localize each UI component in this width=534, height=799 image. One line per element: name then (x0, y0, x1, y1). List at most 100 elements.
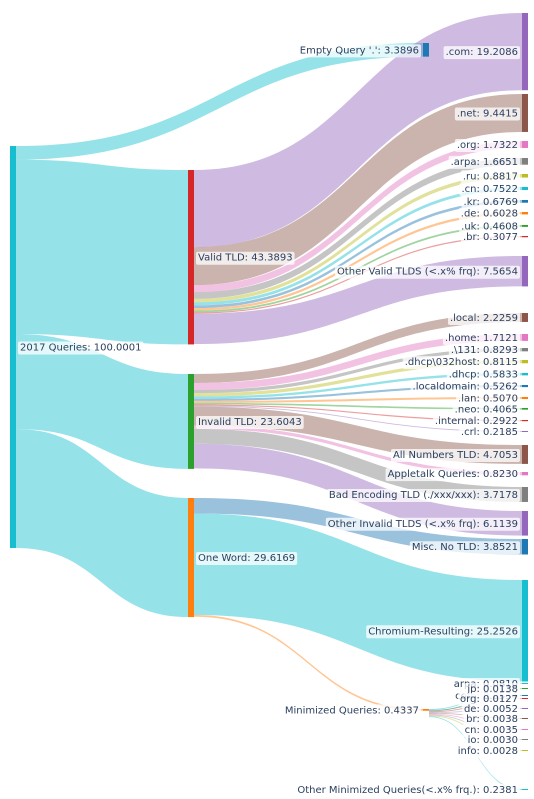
link-invalid-to-local[interactable] (194, 313, 522, 383)
node-invalid[interactable] (188, 374, 194, 469)
node-uk[interactable] (522, 225, 528, 227)
node-label-text-m_other: Other Minimized Queries(<.x% frq.): 0.23… (297, 785, 518, 796)
node-m_info[interactable] (522, 750, 528, 751)
node-empty[interactable] (423, 43, 429, 57)
link-valid-to-de[interactable] (194, 212, 522, 311)
link-invalid-to-localdomain[interactable] (194, 385, 522, 401)
node-label-text-org: .org: 1.7322 (457, 140, 518, 151)
node-arpa[interactable] (522, 158, 528, 165)
node-label-lan: .lan: 0.5070 (456, 392, 520, 406)
node-appletalk[interactable] (522, 472, 528, 476)
node-label-m_jp: jp: 0.0138 (464, 683, 520, 696)
node-label-uk: .uk: 0.4608 (459, 220, 520, 234)
link-invalid-to-lan[interactable] (194, 397, 522, 403)
link-valid-to-cn[interactable] (194, 187, 522, 306)
node-label-text-internal: .internal: 0.2922 (435, 416, 518, 427)
node-com[interactable] (522, 13, 528, 91)
node-label-text-oneword: One Word: 29.6169 (198, 553, 295, 564)
node-neo[interactable] (522, 408, 528, 410)
link-invalid-to-neo[interactable] (194, 402, 522, 410)
link-oneword-to-minimized[interactable] (194, 615, 423, 711)
node-label-root: 2017 Queries: 100.0001 (18, 341, 144, 355)
link-valid-to-net[interactable] (194, 94, 522, 286)
node-label-appletalk: Appletalk Queries: 0.8230 (385, 468, 520, 482)
node-dhcp[interactable] (522, 373, 528, 376)
link-invalid-to-dhcp032[interactable] (194, 360, 522, 397)
link-root-to-invalid[interactable] (16, 334, 188, 469)
node-label-invalid: Invalid TLD: 23.6043 (196, 415, 304, 429)
node-label-localdomain: .localdomain: 0.5262 (410, 380, 520, 394)
node-internal[interactable] (522, 420, 528, 422)
link-invalid-to-badenc[interactable] (194, 428, 522, 502)
link-valid-to-arpa[interactable] (194, 158, 522, 299)
node-local[interactable] (522, 313, 528, 322)
node-localdomain[interactable] (522, 385, 528, 388)
node-allnum[interactable] (522, 445, 528, 464)
node-dhcp032[interactable] (522, 360, 528, 364)
link-root-to-oneword[interactable] (16, 428, 188, 618)
node-label-othervalid: Other Valid TLDS (<.x% frq): 7.5654 (334, 265, 520, 279)
node-label-text-allnum: All Numbers TLD: 4.7053 (393, 450, 518, 461)
node-home[interactable] (522, 334, 528, 341)
node-label-m_info: info: 0.0028 (455, 745, 520, 758)
node-label-text-de: .de: 0.6028 (461, 209, 518, 220)
node-label-kr: .kr: 0.6769 (461, 195, 520, 209)
node-label-text-local: .local: 2.2259 (450, 313, 518, 324)
node-otherinvalid[interactable] (522, 511, 528, 536)
node-label-text-chromium: Chromium-Resulting: 25.2526 (368, 626, 518, 637)
link-valid-to-ru[interactable] (194, 174, 522, 303)
node-label-text-x131: .\131: 0.8293 (451, 345, 518, 356)
node-valid[interactable] (188, 170, 194, 345)
node-m_de[interactable] (522, 708, 528, 709)
node-m_cn[interactable] (522, 729, 528, 730)
node-root[interactable] (10, 146, 16, 548)
link-invalid-to-x131[interactable] (194, 348, 522, 394)
node-lan[interactable] (522, 397, 528, 400)
node-oneword[interactable] (188, 498, 194, 618)
sankey-links (16, 13, 522, 790)
node-label-text-cn: .cn: 0.7522 (461, 184, 518, 195)
link-valid-to-com[interactable] (194, 13, 522, 248)
node-m_arpa[interactable] (522, 683, 528, 684)
node-minimized[interactable] (423, 709, 429, 711)
link-invalid-to-dhcp[interactable] (194, 373, 522, 399)
node-label-badenc: Bad Encoding TLD (./xxx/xxx): 3.7178 (326, 488, 520, 502)
node-miscno[interactable] (522, 539, 528, 555)
node-m_jp[interactable] (522, 688, 528, 689)
node-net[interactable] (522, 94, 528, 132)
node-cn[interactable] (522, 187, 528, 191)
link-invalid-to-home[interactable] (194, 334, 522, 390)
node-br[interactable] (522, 236, 528, 238)
node-x131[interactable] (522, 348, 528, 352)
node-de[interactable] (522, 212, 528, 215)
node-label-x131: .\131: 0.8293 (448, 344, 520, 358)
link-root-to-empty[interactable] (16, 43, 423, 160)
node-kr[interactable] (522, 200, 528, 203)
node-org[interactable] (522, 141, 528, 148)
node-m_other[interactable] (522, 789, 528, 790)
link-invalid-to-crl[interactable] (194, 405, 522, 432)
node-crl[interactable] (522, 431, 528, 432)
node-ru[interactable] (522, 174, 528, 178)
node-label-text-localdomain: .localdomain: 0.5262 (413, 382, 518, 393)
node-m_io[interactable] (522, 739, 528, 740)
node-label-miscno: Misc. No TLD: 3.8521 (409, 541, 520, 555)
node-othervalid[interactable] (522, 256, 528, 287)
link-invalid-to-internal[interactable] (194, 404, 522, 422)
node-badenc[interactable] (522, 487, 528, 502)
node-label-text-crl: .crl: 0.2185 (461, 427, 518, 438)
node-m_com[interactable] (522, 695, 528, 696)
node-label-m_br: br: 0.0038 (464, 713, 520, 726)
node-label-text-empty: Empty Query '.': 3.3896 (300, 45, 419, 56)
node-label-text-ru: .ru: 0.8817 (463, 171, 518, 182)
node-label-text-br: .br: 0.3077 (463, 232, 518, 243)
link-valid-to-kr[interactable] (194, 200, 522, 309)
node-m_br[interactable] (522, 718, 528, 719)
link-invalid-to-appletalk[interactable] (194, 425, 522, 476)
node-chromium[interactable] (522, 580, 528, 682)
link-valid-to-org[interactable] (194, 141, 522, 293)
link-root-to-valid[interactable] (16, 159, 188, 345)
node-label-text-dhcp032: .dhcp\032host: 0.8115 (405, 357, 518, 368)
node-m_org[interactable] (522, 698, 528, 699)
node-label-text-m_io: io: 0.0030 (468, 735, 518, 746)
